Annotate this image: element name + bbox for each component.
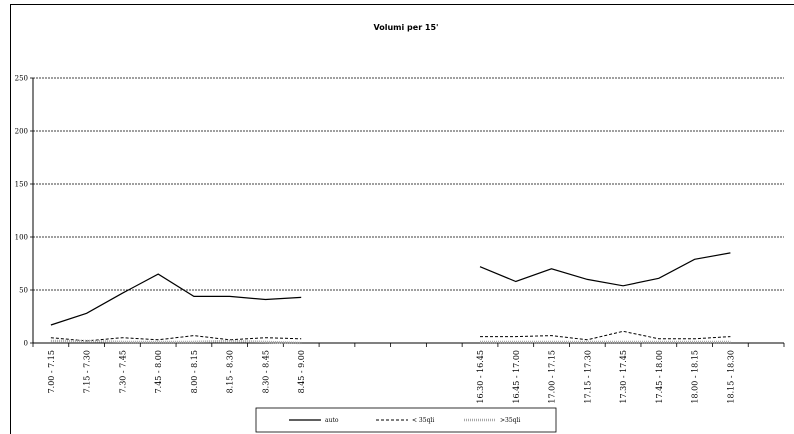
- legend-label: < 35qli: [412, 417, 434, 424]
- x-tick-label: 18.00 - 18.15: [691, 350, 700, 404]
- x-axis: 7.00 - 7.15 7.15 - 7.30 7.30 - 7.45 7.45 - …: [32, 342, 785, 404]
- chart-title: Volumi per 15': [373, 23, 438, 32]
- x-tick-label: 7.15 - 7.30: [83, 350, 92, 393]
- y-tick-label: 200: [15, 128, 28, 136]
- y-tick-label: 150: [15, 181, 28, 189]
- series-line-solid: [479, 252, 731, 287]
- x-tick-label: 18.15 - 18.30: [726, 350, 735, 404]
- chart-frame: [10, 4, 794, 434]
- x-tick-label: 8.00 - 8.15: [190, 350, 199, 393]
- y-tick-label: 50: [19, 287, 28, 295]
- legend-label: auto: [325, 417, 339, 424]
- grid-lines: [33, 77, 784, 291]
- x-tick-label: 7.00 - 7.15: [47, 350, 56, 393]
- series-lines: [50, 252, 731, 345]
- y-tick-label: 250: [15, 75, 28, 83]
- y-tick-label: 0: [24, 340, 28, 348]
- x-tick-label: 8.45 - 9.00: [297, 350, 306, 393]
- x-tick-label: 17.00 - 17.15: [548, 350, 557, 404]
- x-tick-label: 16.30 - 16.45: [476, 350, 485, 404]
- series-line-solid: [50, 273, 302, 326]
- y-axis-ticks: 0 50 100 150 200 250: [15, 75, 34, 348]
- series-line-hatched: [50, 339, 302, 345]
- x-tick-label: 7.45 - 8.00: [154, 350, 163, 393]
- x-tick-label: 17.15 - 17.30: [583, 350, 592, 404]
- series-line-dashed: [480, 330, 731, 341]
- legend: auto < 35qli >35qli: [255, 407, 557, 433]
- x-tick-label: 8.15 - 8.30: [226, 350, 235, 393]
- x-tick-label: 17.45 - 18.00: [655, 350, 664, 404]
- x-tick-label: 16.45 - 17.00: [512, 350, 521, 404]
- y-tick-label: 100: [15, 234, 28, 242]
- x-tick-label: 8.30 - 8.45: [261, 350, 270, 393]
- series-line-dashed: [50, 335, 302, 342]
- legend-label: >35qli: [500, 417, 520, 424]
- x-tick-label: 17.30 - 17.45: [619, 350, 628, 404]
- x-tick-label: 7.30 - 7.45: [118, 350, 127, 393]
